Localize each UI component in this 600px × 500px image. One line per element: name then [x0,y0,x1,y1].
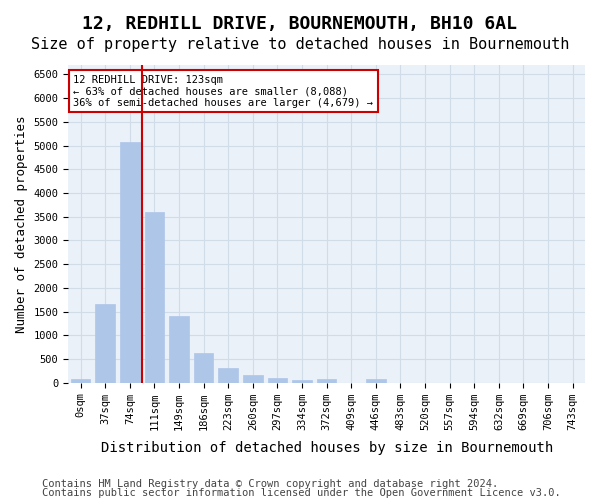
Bar [194,354,214,382]
Text: 12 REDHILL DRIVE: 123sqm
← 63% of detached houses are smaller (8,088)
36% of sem: 12 REDHILL DRIVE: 123sqm ← 63% of detach… [73,74,373,108]
Bar [145,212,164,382]
Text: Size of property relative to detached houses in Bournemouth: Size of property relative to detached ho… [31,38,569,52]
Bar [95,304,115,382]
Bar [243,376,263,382]
Bar [292,380,312,382]
Text: 12, REDHILL DRIVE, BOURNEMOUTH, BH10 6AL: 12, REDHILL DRIVE, BOURNEMOUTH, BH10 6AL [83,15,517,33]
Text: Contains public sector information licensed under the Open Government Licence v3: Contains public sector information licen… [42,488,561,498]
Bar [169,316,189,382]
Y-axis label: Number of detached properties: Number of detached properties [15,115,28,332]
Bar [268,378,287,382]
Bar [317,380,337,382]
Bar [71,379,91,382]
Bar [218,368,238,382]
Bar [366,380,386,382]
Text: Contains HM Land Registry data © Crown copyright and database right 2024.: Contains HM Land Registry data © Crown c… [42,479,498,489]
X-axis label: Distribution of detached houses by size in Bournemouth: Distribution of detached houses by size … [101,441,553,455]
Bar [120,142,140,382]
